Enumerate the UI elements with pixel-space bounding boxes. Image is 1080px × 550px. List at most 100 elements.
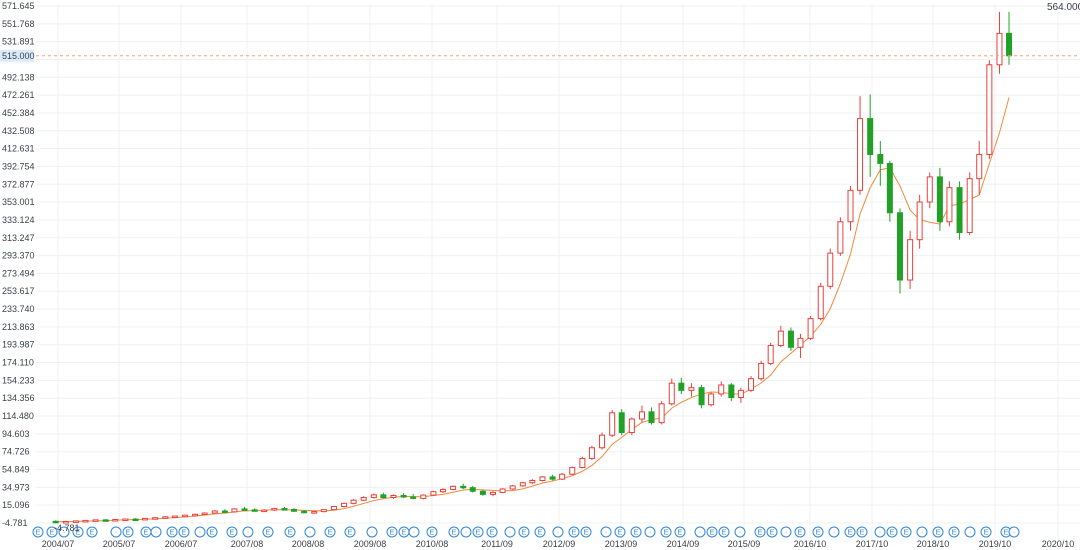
x-tick-label: 2018/10 bbox=[917, 539, 950, 549]
event-marker-icon: · bbox=[1008, 526, 1020, 538]
event-marker-icon: · bbox=[874, 526, 886, 538]
event-marker-glyph: · bbox=[879, 530, 881, 537]
y-tick-label: 551.768 bbox=[2, 19, 35, 29]
candle-body-up bbox=[499, 488, 506, 493]
event-marker-icon: · bbox=[150, 526, 162, 538]
candle bbox=[718, 381, 725, 397]
overlay: 515.000 564.000 -4.781 bbox=[0, 2, 1080, 533]
event-circle bbox=[166, 526, 178, 538]
y-tick-label: 571.645 bbox=[2, 1, 35, 11]
candle-body-up bbox=[797, 337, 804, 348]
candle-body-down bbox=[301, 510, 308, 514]
event-marker-icon: E bbox=[386, 526, 398, 538]
candle bbox=[758, 360, 765, 381]
event-marker-glyph: · bbox=[921, 530, 923, 537]
event-marker-icon: E bbox=[122, 526, 134, 538]
candle bbox=[439, 488, 446, 494]
y-tick-label: 353.001 bbox=[2, 197, 35, 207]
y-tick-label: 293.370 bbox=[2, 251, 35, 261]
event-marker-icon: E bbox=[86, 526, 98, 538]
candle bbox=[509, 484, 516, 490]
candle bbox=[281, 506, 288, 511]
candle-body-up bbox=[847, 189, 854, 223]
x-tick-label: 2010/08 bbox=[416, 539, 449, 549]
candle-body-down bbox=[648, 411, 655, 424]
moving-average bbox=[55, 97, 1010, 523]
event-circle bbox=[72, 526, 84, 538]
candle-body-up bbox=[112, 519, 119, 522]
event-marker-icon: · bbox=[58, 526, 70, 538]
event-marker-icon: E bbox=[32, 526, 44, 538]
candle-body-up bbox=[211, 510, 218, 514]
candle-body-up bbox=[588, 447, 595, 460]
event-marker-glyph: E bbox=[490, 530, 495, 537]
event-marker-icon: E bbox=[754, 526, 766, 538]
event-circle bbox=[86, 526, 98, 538]
candle bbox=[648, 407, 655, 425]
event-marker-icon: E bbox=[900, 526, 912, 538]
event-circle bbox=[518, 526, 530, 538]
candle-body-up bbox=[579, 458, 586, 468]
event-circle bbox=[408, 526, 420, 538]
event-circle bbox=[614, 526, 626, 538]
event-marker-icon: · bbox=[504, 526, 516, 538]
event-marker-icon: E bbox=[166, 526, 178, 538]
event-marker-glyph: E bbox=[328, 530, 333, 537]
candle bbox=[708, 392, 715, 407]
candle-body-up bbox=[311, 511, 318, 514]
event-marker-icon: · bbox=[644, 526, 656, 538]
event-marker-glyph: E bbox=[722, 530, 727, 537]
candle-body-up bbox=[162, 516, 169, 519]
event-marker-glyph: E bbox=[76, 530, 81, 537]
candle-body-down bbox=[380, 494, 387, 499]
event-circle bbox=[694, 526, 706, 538]
event-marker-glyph: E bbox=[758, 530, 763, 537]
y-tick-label: 392.754 bbox=[2, 161, 35, 171]
candle bbox=[380, 492, 387, 499]
candle-body-down bbox=[132, 518, 139, 522]
candle bbox=[817, 282, 824, 321]
moving-average-line bbox=[55, 97, 1010, 523]
event-marker-icon: E bbox=[718, 526, 730, 538]
candle-body-down bbox=[787, 330, 794, 348]
candle-body-up bbox=[390, 494, 397, 499]
event-marker-icon: · bbox=[304, 526, 316, 538]
y-tick-label: 193.987 bbox=[2, 340, 35, 350]
x-tick-label: 2011/09 bbox=[481, 539, 513, 549]
candle bbox=[847, 185, 854, 231]
candle bbox=[638, 405, 645, 423]
candle-body-down bbox=[896, 212, 903, 281]
candle bbox=[907, 230, 914, 290]
candle bbox=[271, 507, 278, 511]
event-marker-icon: · bbox=[366, 526, 378, 538]
candle bbox=[529, 479, 536, 485]
candle bbox=[181, 514, 188, 518]
event-marker-glyph: · bbox=[155, 530, 157, 537]
candle bbox=[92, 519, 99, 522]
candle-body-down bbox=[400, 494, 407, 498]
candle-body-up bbox=[341, 502, 348, 508]
candle-body-down bbox=[460, 485, 467, 489]
event-circle bbox=[242, 526, 254, 538]
event-circle bbox=[580, 526, 592, 538]
candle-body-down bbox=[251, 509, 258, 512]
event-marker-icon: E bbox=[262, 526, 274, 538]
event-marker-icon: E bbox=[630, 526, 642, 538]
event-circle bbox=[718, 526, 730, 538]
candle-body-up bbox=[986, 64, 993, 155]
candle-body-up bbox=[857, 118, 864, 191]
candle bbox=[728, 383, 735, 402]
candle bbox=[490, 491, 497, 497]
event-marker-glyph: · bbox=[833, 530, 835, 537]
event-circle bbox=[366, 526, 378, 538]
candle-body-up bbox=[201, 512, 208, 516]
event-circle bbox=[304, 526, 316, 538]
candle-body-up bbox=[122, 518, 129, 522]
candle-body-up bbox=[529, 479, 536, 484]
candle-body-up bbox=[827, 252, 834, 287]
event-marker-icon: E bbox=[856, 526, 868, 538]
event-marker-glyph: E bbox=[770, 530, 775, 537]
candle bbox=[837, 217, 844, 256]
event-marker-glyph: · bbox=[371, 530, 373, 537]
event-marker-glyph: E bbox=[984, 530, 989, 537]
